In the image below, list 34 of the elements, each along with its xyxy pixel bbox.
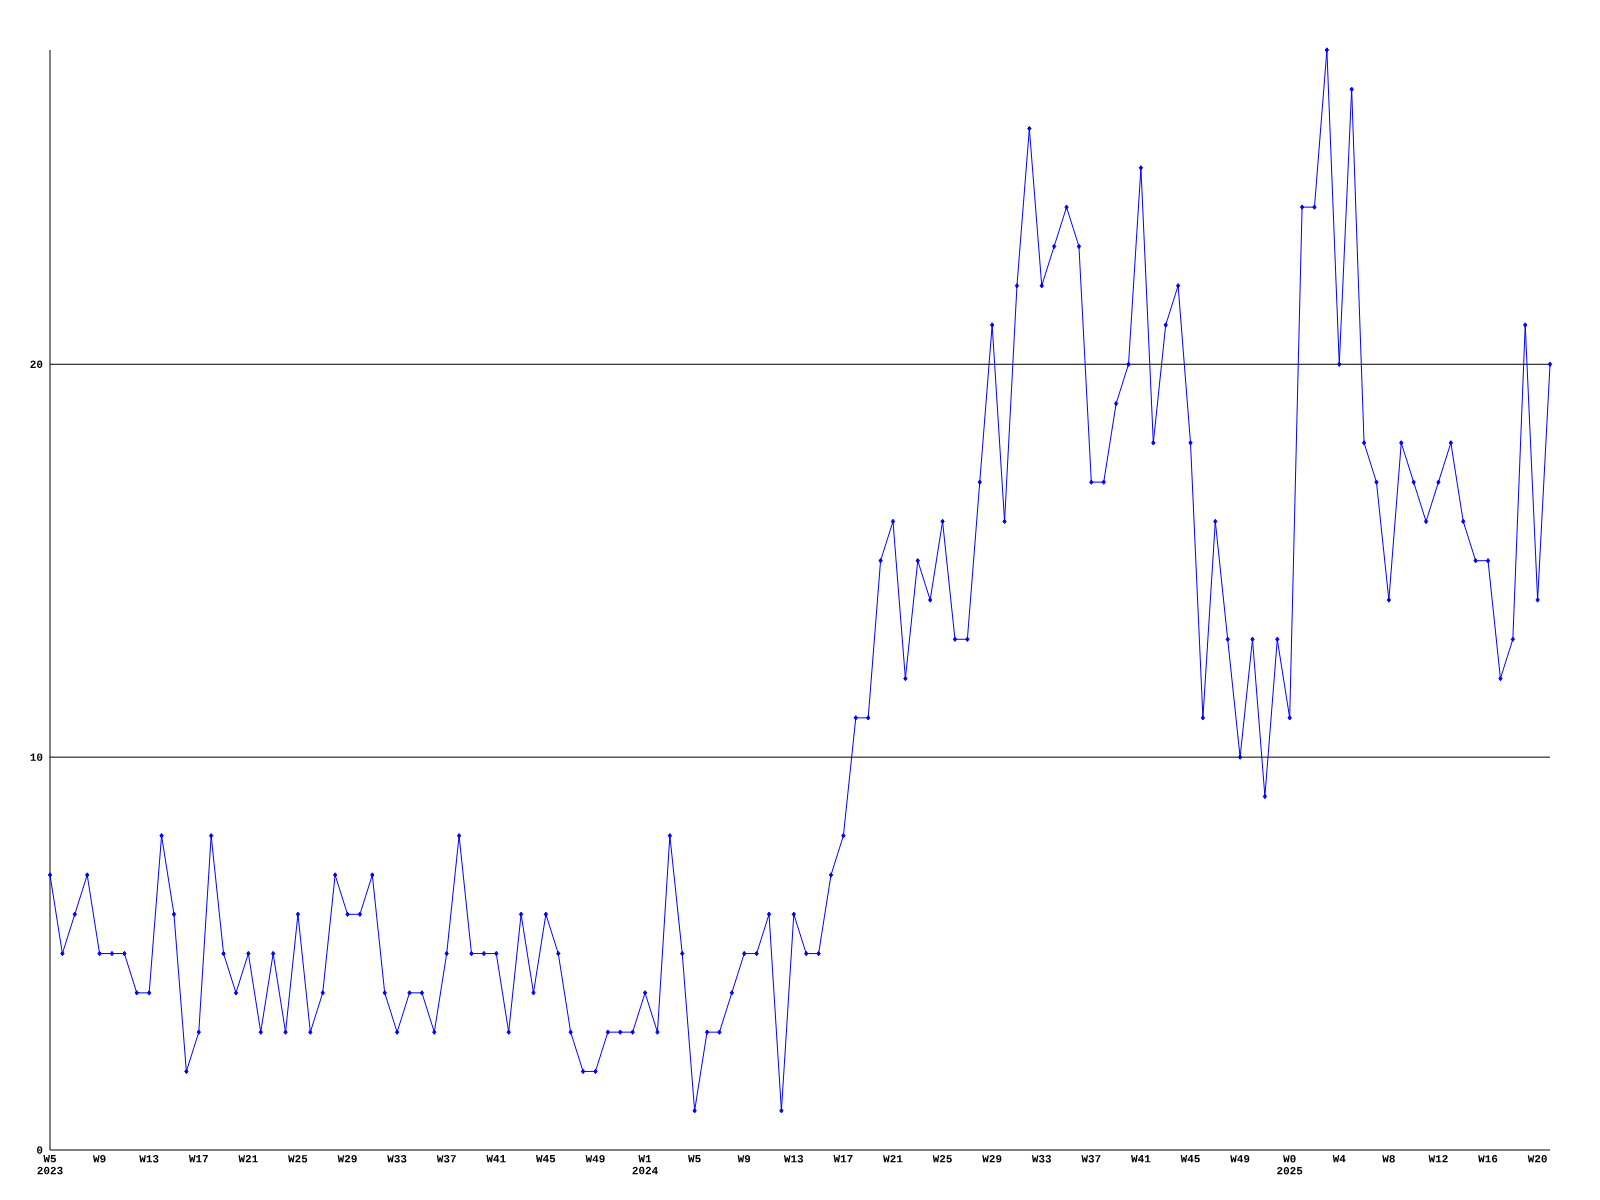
x-tick-label: W13 — [139, 1155, 159, 1163]
x-tick-label: W17 — [188, 1155, 208, 1163]
x-tick-label: W16 — [1478, 1155, 1498, 1163]
x-tick-label: W5 — [688, 1155, 701, 1163]
x-tick-label: W1 2024 — [632, 1155, 658, 1175]
x-tick-label: W29 — [982, 1155, 1002, 1163]
x-tick-label: W37 — [436, 1155, 456, 1163]
y-tick-label: 0 — [37, 1146, 43, 1154]
x-tick-label: W33 — [387, 1155, 407, 1163]
x-tick-label: W41 — [486, 1155, 506, 1163]
x-tick-label: W29 — [337, 1155, 357, 1163]
y-tick-label: 10 — [30, 753, 43, 761]
x-tick-label: W17 — [833, 1155, 853, 1163]
x-tick-label: W9 — [93, 1155, 106, 1163]
y-tick-label: 20 — [30, 360, 43, 368]
x-tick-label: W45 — [1180, 1155, 1200, 1163]
x-tick-label: W8 — [1382, 1155, 1395, 1163]
x-tick-label: W21 — [883, 1155, 903, 1163]
x-tick-label: W49 — [585, 1155, 605, 1163]
x-tick-label: W37 — [1081, 1155, 1101, 1163]
x-tick-label: W20 — [1527, 1155, 1547, 1163]
x-tick-label: W33 — [1031, 1155, 1052, 1163]
x-tick-label: W4 — [1332, 1155, 1346, 1163]
x-tick-label: W25 — [288, 1155, 308, 1163]
x-tick-label: W9 — [737, 1155, 751, 1163]
x-tick-label: W12 — [1428, 1155, 1448, 1163]
x-tick-label: W5 2023 — [37, 1155, 63, 1175]
x-tick-label: W45 — [536, 1155, 556, 1163]
x-tick-label: W13 — [783, 1155, 804, 1163]
x-tick-label: W21 — [238, 1155, 258, 1163]
x-tick-label: W25 — [932, 1155, 952, 1163]
x-tick-label: W49 — [1230, 1155, 1250, 1163]
x-tick-label: W0 2025 — [1277, 1155, 1303, 1175]
x-tick-label: W41 — [1131, 1155, 1151, 1163]
